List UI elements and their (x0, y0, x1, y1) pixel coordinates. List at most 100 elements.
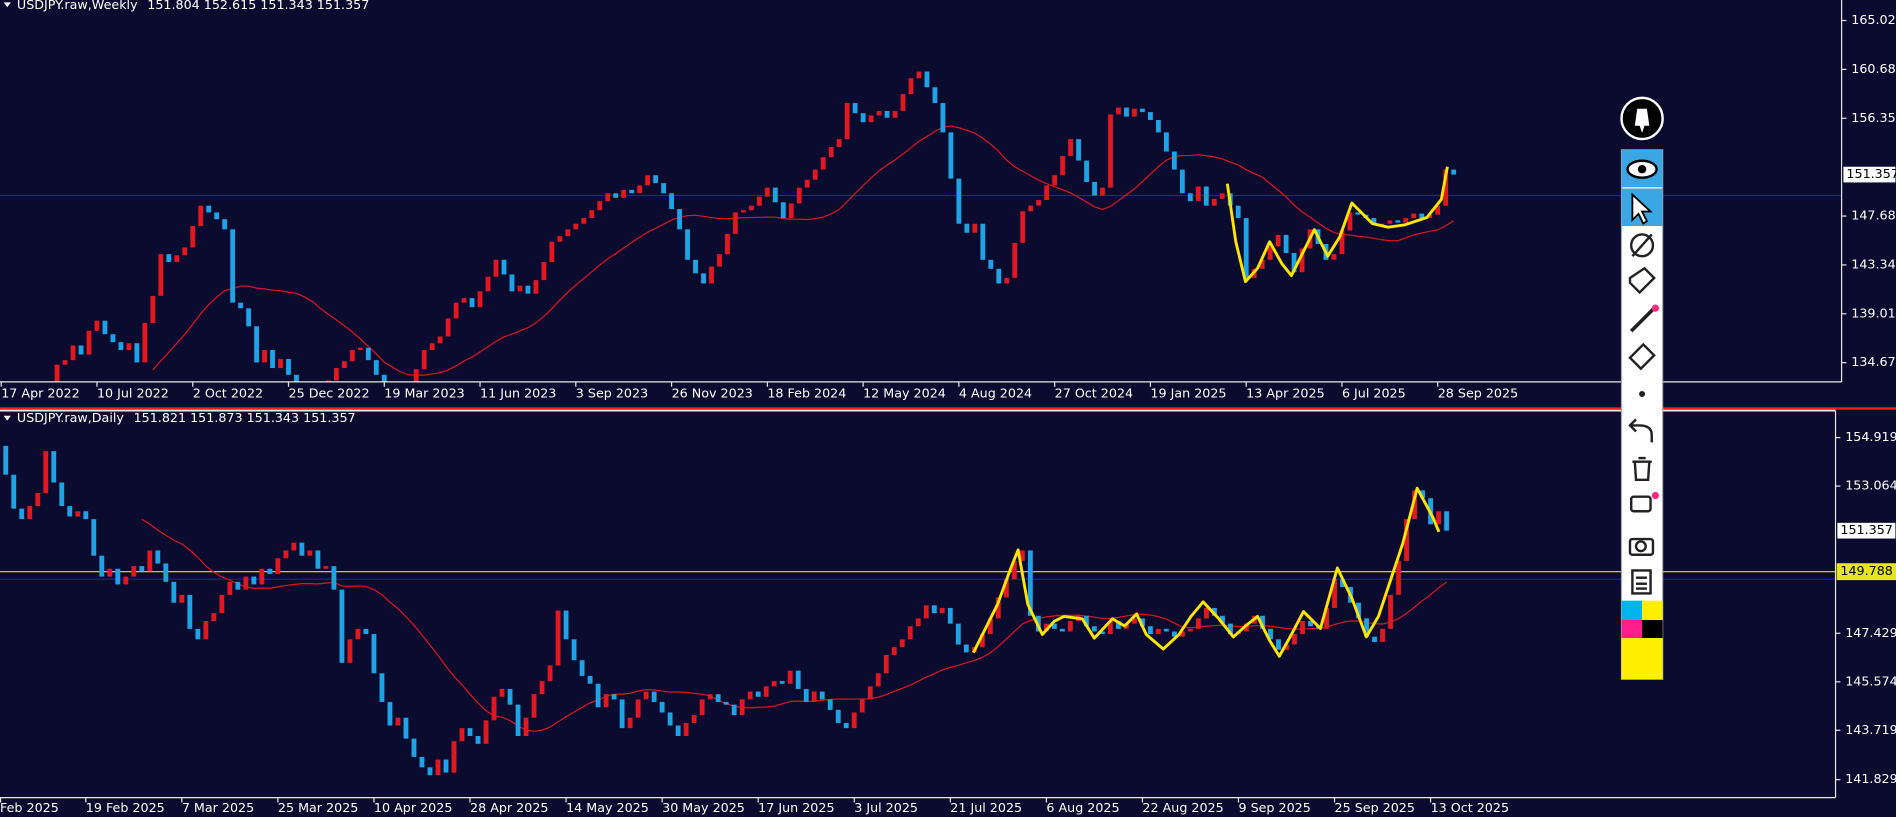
candle (307, 550, 313, 556)
candle (939, 607, 945, 614)
candle (347, 639, 353, 663)
candle (363, 628, 369, 635)
candle (123, 576, 129, 585)
candle (147, 550, 153, 572)
candle (275, 558, 281, 574)
x-tick-label: 2 Oct 2022 (193, 385, 263, 400)
candle (1324, 607, 1329, 629)
candle (1331, 254, 1337, 260)
candle (278, 359, 283, 369)
candle (533, 280, 539, 294)
color-swatch[interactable] (1642, 620, 1663, 639)
candle (699, 699, 705, 716)
candle (381, 374, 387, 382)
candle (827, 699, 833, 710)
candle (477, 291, 483, 308)
candle (1027, 550, 1033, 616)
candle (835, 709, 841, 723)
cursor-icon (1631, 192, 1653, 225)
screen-icon[interactable] (1629, 495, 1652, 513)
candle (932, 87, 938, 104)
candle (99, 555, 105, 577)
candle (907, 626, 913, 640)
candle (1131, 618, 1137, 624)
indicator-dot (1651, 304, 1659, 312)
candle (19, 508, 25, 520)
candle (1147, 112, 1153, 120)
color-swatch[interactable] (1642, 600, 1663, 621)
candle (349, 350, 355, 362)
y-tick-label: 143.345 (1851, 256, 1896, 271)
hide-icon[interactable] (1629, 233, 1655, 258)
candle (812, 169, 818, 180)
camera-icon[interactable] (1628, 537, 1655, 556)
label-icon[interactable] (1628, 266, 1656, 295)
candle (1155, 119, 1161, 133)
x-tick-label: 9 Sep 2025 (1238, 800, 1310, 815)
y-tick-label: 139.010 (1851, 305, 1896, 320)
candle (637, 185, 643, 194)
active-color[interactable] (1621, 638, 1663, 680)
candle (1036, 200, 1042, 206)
x-tick-label: 28 Apr 2025 (470, 800, 548, 815)
chart-header: USDJPY.raw,Daily 151.821 151.873 151.343 … (17, 410, 356, 425)
candle (1243, 218, 1249, 278)
trash-icon[interactable] (1632, 456, 1652, 482)
hide-slash (1631, 233, 1653, 258)
candle (653, 175, 659, 184)
candle (70, 345, 76, 361)
candle (635, 699, 641, 718)
candle (1235, 205, 1241, 219)
candle (1444, 511, 1450, 531)
candle (523, 717, 529, 736)
last-price-tag (1836, 521, 1896, 540)
candle (1171, 151, 1177, 170)
candle (1083, 615, 1089, 627)
candle (587, 675, 593, 684)
candle (1267, 246, 1273, 260)
y-tick-label: 145.574 (1845, 673, 1896, 688)
candle (475, 735, 481, 744)
color-swatch[interactable] (1621, 600, 1643, 621)
header-arrow (3, 2, 11, 8)
x-tick-label: Feb 2025 (0, 800, 59, 815)
candle (230, 229, 236, 303)
candle (325, 380, 331, 382)
candle (581, 218, 587, 224)
candle (1180, 631, 1185, 637)
panel-separator (0, 409, 1836, 412)
candle (357, 347, 363, 351)
candle (1188, 628, 1193, 632)
candle (836, 139, 842, 148)
candle (238, 302, 244, 309)
y-tick-label: 165.020 (1851, 12, 1896, 27)
dot-tool[interactable] (1639, 390, 1646, 398)
candle (333, 368, 339, 381)
undo-icon[interactable] (1628, 418, 1653, 443)
candle (876, 110, 882, 116)
candle (963, 644, 969, 653)
candle (451, 741, 457, 773)
candle (270, 350, 275, 369)
candle (453, 302, 459, 319)
color-swatch[interactable] (1621, 620, 1643, 639)
candle (445, 318, 451, 337)
indicator-dot (1651, 491, 1659, 500)
candle (1347, 212, 1353, 231)
eye-pupil (1637, 164, 1647, 174)
candle (1116, 107, 1121, 115)
candle (139, 566, 145, 572)
candle (421, 350, 427, 370)
candle (1219, 193, 1225, 199)
candle (725, 233, 730, 255)
eraser-icon[interactable] (1628, 342, 1656, 371)
clipboard-icon[interactable] (1631, 569, 1652, 595)
candle (251, 576, 257, 585)
candle (1412, 490, 1417, 520)
candle (198, 205, 204, 226)
candle (78, 345, 84, 355)
candle (51, 451, 57, 483)
candle (557, 236, 563, 242)
line-icon[interactable] (1629, 308, 1655, 333)
x-tick-label: 25 Sep 2025 (1335, 800, 1415, 815)
